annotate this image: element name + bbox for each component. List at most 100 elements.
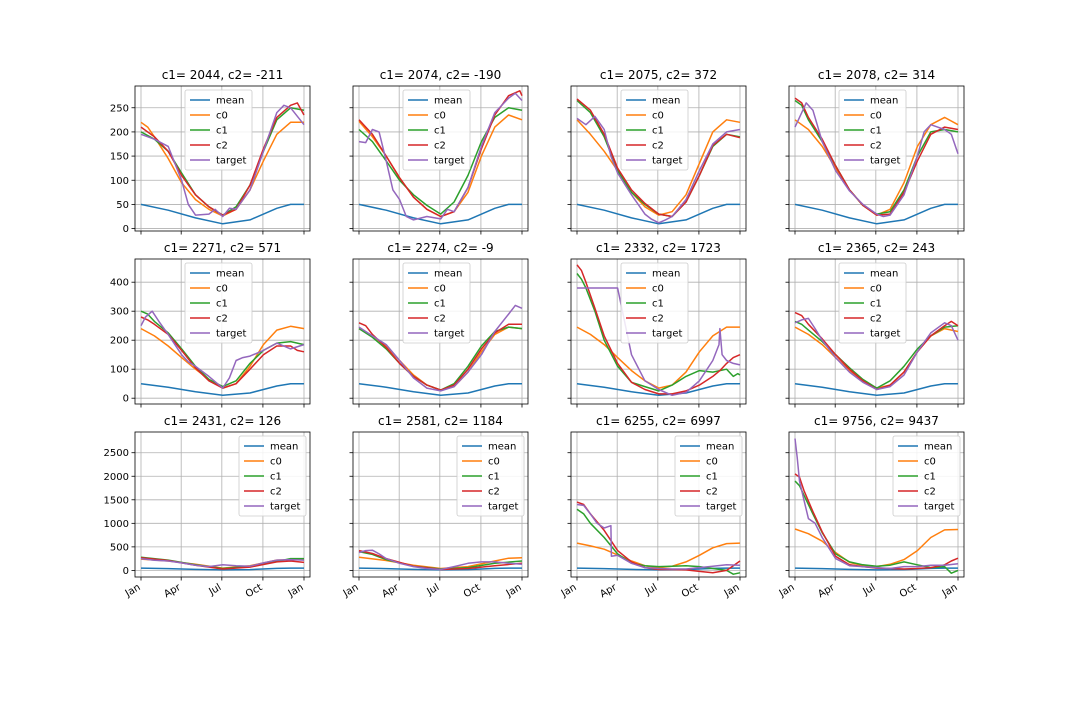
x-tick-label: Jan	[559, 582, 579, 600]
legend-label-c1: c1	[870, 299, 882, 310]
legend-label-target: target	[434, 329, 464, 340]
series-line-mean	[794, 203, 958, 225]
series-line-target	[358, 549, 523, 571]
series-line-mean	[140, 382, 304, 397]
legend-box	[674, 435, 743, 517]
legend-box	[838, 262, 907, 344]
legend: mean c0 c1 c2 target	[402, 89, 471, 171]
legend-label-c1: c1	[488, 472, 500, 483]
y-tick-label: 200	[110, 336, 129, 347]
legend-label-c0: c0	[270, 457, 282, 468]
legend-label-target: target	[652, 329, 682, 340]
legend-label-c1: c1	[706, 472, 718, 483]
subplot-10: Jan Apr Jul Oct Jan c1= 6255, c2= 6997 mean c0 c…	[559, 414, 747, 600]
subplot-1: c1= 2074, c2= -190 mean c0 c1 c2 target	[349, 68, 529, 235]
legend-box	[838, 89, 907, 171]
legend-label-c0: c0	[434, 111, 446, 122]
legend: mean c0 c1 c2 target	[620, 262, 689, 344]
legend-label-c1: c1	[652, 126, 664, 137]
plot-frame	[570, 85, 747, 232]
legend-label-c1: c1	[270, 472, 282, 483]
plot-frame	[788, 258, 965, 405]
subplot-8: 0 500 1000 1500 2000 2500 Jan Apr Jul Oct Jan c1= 2…	[104, 414, 311, 600]
legend-label-c1: c1	[216, 126, 228, 137]
legend-label-c2: c2	[652, 141, 664, 152]
y-tick-label: 1500	[104, 495, 129, 506]
legend-label-target: target	[216, 156, 246, 167]
y-tick-label: 250	[110, 103, 129, 114]
legend-box	[184, 89, 253, 171]
plot-frame	[134, 431, 311, 578]
legend-label-c0: c0	[652, 111, 664, 122]
series-line-c0	[576, 119, 741, 216]
subplot-title: c1= 2044, c2= -211	[162, 68, 284, 82]
legend-label-mean: mean	[488, 442, 516, 453]
legend: mean c0 c1 c2 target	[674, 435, 743, 517]
legend-label-c2: c2	[434, 141, 446, 152]
legend-label-mean: mean	[434, 96, 462, 107]
series-line-target	[577, 287, 741, 397]
legend-label-c2: c2	[270, 487, 282, 498]
legend: mean c0 c1 c2 target	[892, 435, 961, 517]
series-line-target	[358, 92, 523, 221]
series-line-target	[794, 102, 959, 218]
legend-label-target: target	[270, 502, 300, 513]
legend-label-c0: c0	[706, 457, 718, 468]
legend-label-c1: c1	[434, 299, 446, 310]
x-tick-label: Oct	[462, 582, 483, 600]
legend: mean c0 c1 c2 target	[838, 262, 907, 344]
x-tick-label: Apr	[816, 582, 837, 601]
plot-frame	[352, 258, 529, 405]
legend-label-target: target	[652, 156, 682, 167]
legend-label-target: target	[488, 502, 518, 513]
subplot-title: c1= 2332, c2= 1723	[596, 241, 721, 255]
x-tick-label: Jan	[286, 582, 306, 600]
plot-frame	[788, 431, 965, 578]
legend-label-c2: c2	[924, 487, 936, 498]
series-line-c1	[794, 480, 959, 574]
legend-label-c2: c2	[706, 487, 718, 498]
legend-box	[456, 435, 525, 517]
y-tick-label: 0	[123, 566, 129, 577]
x-tick-label: Jul	[207, 582, 224, 598]
legend-label-target: target	[924, 502, 954, 513]
series-line-c2	[794, 97, 959, 216]
legend-label-c1: c1	[434, 126, 446, 137]
subplot-title: c1= 2581, c2= 1184	[378, 414, 503, 428]
legend-label-mean: mean	[652, 96, 680, 107]
legend-box	[184, 262, 253, 344]
legend-label-c0: c0	[434, 284, 446, 295]
legend-label-target: target	[706, 502, 736, 513]
legend-label-mean: mean	[270, 442, 298, 453]
y-tick-label: 100	[110, 365, 129, 376]
y-tick-label: 150	[110, 152, 129, 163]
series-line-target	[140, 557, 305, 568]
legend-label-c2: c2	[216, 141, 228, 152]
series-line-mean	[358, 382, 522, 397]
legend-label-target: target	[434, 156, 464, 167]
x-tick-label: Jan	[504, 582, 524, 600]
legend-label-mean: mean	[216, 269, 244, 280]
y-tick-label: 200	[110, 127, 129, 138]
series-line-c2	[576, 264, 741, 395]
x-tick-label: Oct	[244, 582, 265, 600]
series-line-c0	[576, 542, 741, 569]
subplot-title: c1= 2431, c2= 126	[164, 414, 281, 428]
legend: mean c0 c1 c2 target	[838, 89, 907, 171]
x-tick-label: Oct	[680, 582, 701, 600]
subplot-title: c1= 2365, c2= 243	[818, 241, 935, 255]
x-tick-label: Oct	[898, 582, 919, 600]
legend-label-target: target	[216, 329, 246, 340]
x-tick-label: Jan	[940, 582, 960, 600]
x-tick-label: Apr	[380, 582, 401, 601]
subplot-title: c1= 2074, c2= -190	[380, 68, 502, 82]
plot-frame	[788, 85, 965, 232]
x-tick-label: Jul	[425, 582, 442, 598]
legend-label-mean: mean	[652, 269, 680, 280]
legend-label-c2: c2	[488, 487, 500, 498]
legend-label-c2: c2	[870, 314, 882, 325]
subplot-title: c1= 2078, c2= 314	[818, 68, 935, 82]
subplot-4: 0 100 200 300 400 c1= 2271, c2= 571 mean c0 c1 c2…	[110, 241, 311, 408]
legend-label-c2: c2	[216, 314, 228, 325]
subplot-11: Jan Apr Jul Oct Jan c1= 9756, c2= 9437 mean c0 c…	[777, 414, 965, 601]
